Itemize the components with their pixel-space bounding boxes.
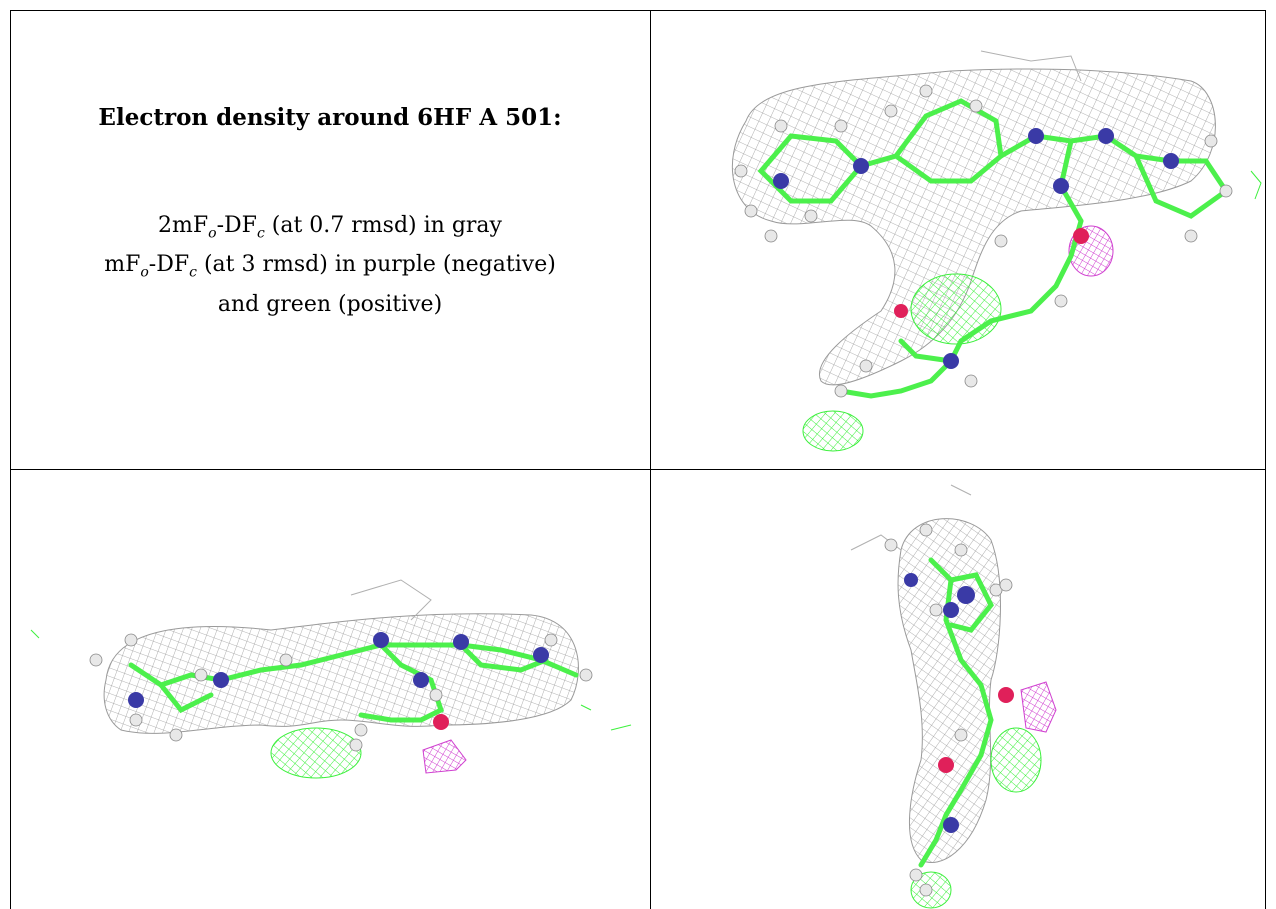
frame-divider-vertical	[650, 10, 651, 909]
density-render-end	[850, 484, 1057, 909]
caption-line-2fo: 2mFo-DFc (at 0.7 rmsd) in gray	[158, 213, 502, 242]
frame-left	[10, 10, 11, 909]
caption-title: Electron density around 6HF A 501:	[98, 104, 562, 131]
frame-top	[10, 10, 1266, 11]
caption-description: 2mFo-DFc (at 0.7 rmsd) in gray mFo-DFc (…	[10, 210, 650, 321]
density-render-side	[30, 579, 632, 779]
density-panel-bottom-left	[11, 470, 650, 909]
frame-divider-horizontal	[10, 469, 1266, 470]
density-panel-bottom-right	[651, 470, 1265, 909]
caption-cell: Electron density around 6HF A 501: 2mFo-…	[10, 10, 650, 469]
density-panel-top-right	[651, 11, 1265, 469]
caption-line-fo: mFo-DFc (at 3 rmsd) in purple (negative)	[104, 252, 556, 281]
density-render-front	[731, 50, 1262, 452]
frame-right	[1265, 10, 1266, 909]
caption-line-green: and green (positive)	[217, 291, 443, 317]
figure-grid: Electron density around 6HF A 501: 2mFo-…	[10, 10, 1266, 909]
